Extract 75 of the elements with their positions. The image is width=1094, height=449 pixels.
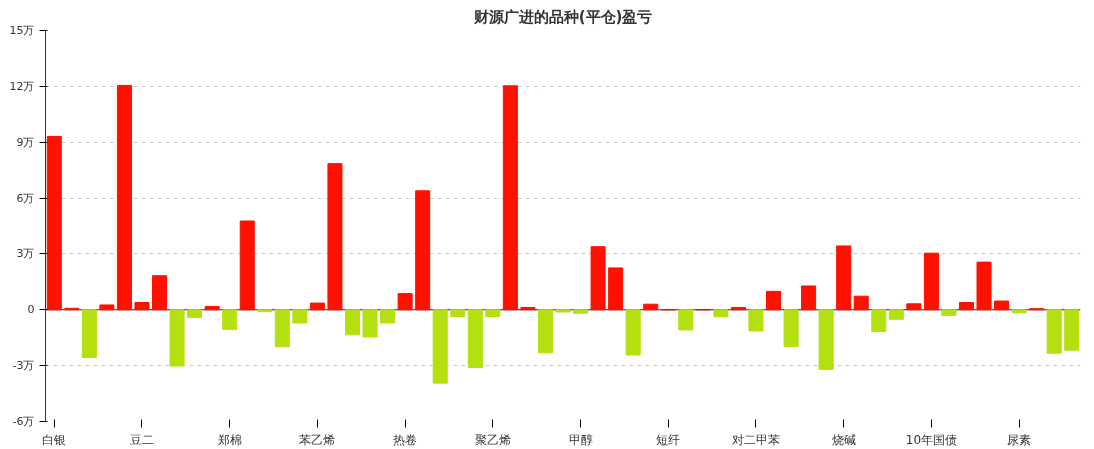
bar (678, 309, 694, 331)
bar (380, 309, 396, 324)
x-tick-label: 10年国债 (905, 432, 958, 447)
y-tick-label: 3万 (16, 247, 35, 261)
bar (590, 246, 606, 311)
bar (99, 304, 115, 311)
bar (432, 309, 448, 384)
bar (941, 309, 957, 316)
bar (730, 307, 746, 311)
bar (537, 309, 553, 354)
bar (520, 307, 536, 311)
bar (625, 309, 641, 356)
bar (836, 245, 852, 311)
y-tick-label: 15万 (9, 24, 35, 37)
x-tick-label: 豆二 (129, 432, 154, 447)
x-tick-label: 短纤 (656, 432, 681, 447)
bar (555, 309, 571, 313)
chart-title: 财源广进的品种(平仓)盈亏 (472, 7, 653, 26)
x-tick-label: 烧碱 (831, 432, 856, 447)
bar (274, 309, 290, 348)
bar (327, 163, 343, 311)
y-tick-label: -6万 (12, 415, 35, 428)
bar (765, 290, 782, 311)
bar (958, 302, 974, 311)
bar (46, 135, 62, 311)
bar (485, 309, 501, 317)
x-tick-label: 热卷 (393, 432, 418, 447)
bar (81, 309, 97, 358)
bar (204, 305, 220, 311)
bar (134, 302, 150, 311)
bar (502, 85, 518, 311)
bar (450, 309, 466, 317)
bar (169, 309, 185, 367)
bar (362, 309, 378, 338)
x-tick-label: 甲醇 (568, 432, 593, 447)
y-tick-label: 12万 (9, 79, 35, 93)
x-tick-label: 尿素 (1007, 432, 1032, 447)
bar (994, 300, 1010, 311)
bar (1046, 309, 1062, 354)
bar (923, 252, 939, 311)
bar (573, 309, 589, 314)
bar (292, 309, 308, 324)
bar (643, 303, 659, 311)
bar (152, 275, 168, 311)
bar (748, 309, 764, 332)
bar (871, 309, 887, 332)
bar (853, 295, 869, 311)
bar (415, 190, 431, 311)
bar (239, 220, 255, 311)
bar (397, 293, 413, 311)
bar (116, 84, 132, 311)
bar (888, 309, 904, 320)
x-tick-label: 聚乙烯 (474, 432, 511, 447)
x-tick-label: 郑棉 (217, 432, 242, 447)
bar (344, 309, 361, 336)
x-tick-label: 对二甲苯 (731, 432, 780, 447)
y-tick-label: 6万 (16, 191, 35, 205)
bar (976, 261, 992, 311)
bar (818, 309, 834, 370)
bar (187, 309, 203, 318)
bar (783, 309, 799, 347)
bar (222, 309, 238, 330)
bar (608, 267, 624, 311)
bar (467, 309, 483, 368)
bar (309, 302, 325, 311)
bar (713, 309, 729, 318)
bar (1011, 309, 1027, 314)
bar (1064, 309, 1080, 351)
y-tick-label: -3万 (12, 359, 35, 373)
y-tick-label: 9万 (16, 135, 35, 149)
x-tick-label: 苯乙烯 (299, 432, 336, 447)
y-tick-label: 0 (27, 303, 35, 317)
bar (906, 303, 922, 311)
x-tick-label: 白银 (42, 432, 67, 447)
bar (801, 285, 817, 311)
